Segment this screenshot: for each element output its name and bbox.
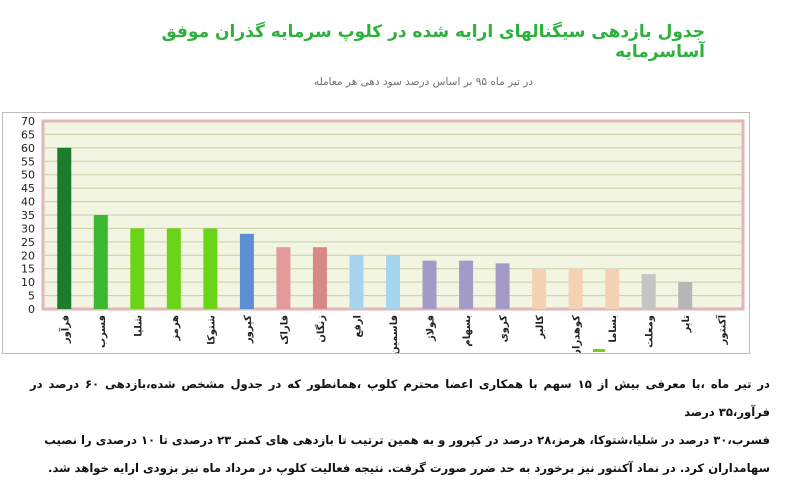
x-category-label: کوهدران — [572, 315, 583, 353]
y-tick-label: 60 — [21, 142, 35, 155]
description-line-3: سهامداران کرد. در نماد آکنتور نیز برخورد… — [48, 461, 770, 475]
y-tick-label: 70 — [21, 115, 35, 128]
chart-frame: 0 5 10 15 20 25 30 35 40 45 50 55 60 65 70 فرآور فسرب شلی… — [2, 112, 750, 354]
x-category-label: شلیا — [133, 315, 144, 337]
chart-subtitle: در تیر ماه ۹۵ بر اساس درصد سود دهی هر مع… — [313, 76, 533, 88]
bar-18 — [678, 282, 693, 309]
y-tick-label: 65 — [21, 128, 35, 141]
bar-15 — [568, 268, 583, 309]
x-category-label: کپرور — [243, 315, 254, 344]
x-category-label: ومعلت — [645, 315, 656, 348]
x-category-label: فولاژ — [426, 315, 437, 342]
bar-16 — [605, 268, 620, 309]
x-category-label: فسرب — [97, 315, 108, 348]
y-tick-label: 45 — [21, 182, 35, 195]
bar-13 — [495, 263, 510, 309]
description-line-1: در تیر ماه ،با معرفی بیش از ۱۵ سهم با هم… — [30, 377, 770, 419]
bar-17 — [641, 274, 656, 309]
x-category-label: فاراک — [279, 315, 290, 345]
bar-14 — [532, 268, 547, 309]
y-tick-label: 30 — [21, 222, 35, 235]
y-tick-label: 40 — [21, 196, 35, 209]
x-category-label: هرمز — [170, 315, 181, 342]
x-category-label: ارفع — [352, 315, 363, 338]
x-category-label: زنگان — [314, 315, 327, 343]
x-category-label: فرآور — [58, 315, 71, 344]
description-line-2: فسرب،۳۰ درصد در شلیا،شتوکا، هرمز،۲۸ درصد… — [44, 433, 770, 447]
x-category-label: شتوکا — [206, 315, 217, 345]
bar-1 — [57, 147, 72, 309]
y-tick-label: 50 — [21, 169, 35, 182]
legend-swatch — [593, 349, 605, 352]
x-category-label: کروی — [499, 315, 510, 343]
bar-12 — [459, 260, 474, 309]
x-category-label: فاسمین — [389, 315, 400, 353]
y-tick-label: 15 — [21, 263, 35, 276]
x-category-label: کالبر — [535, 315, 546, 340]
y-tick-label: 5 — [28, 290, 35, 303]
y-tick-label: 55 — [21, 155, 35, 168]
y-tick-label: 10 — [21, 276, 35, 289]
bar-3 — [130, 228, 145, 309]
y-tick-label: 20 — [21, 249, 35, 262]
bar-4 — [166, 228, 181, 309]
y-tick-label: 35 — [21, 209, 35, 222]
x-category-label: بسهام — [462, 315, 473, 347]
bar-7 — [276, 247, 291, 309]
x-category-label: بساما — [608, 315, 619, 343]
y-tick-label: 0 — [28, 303, 35, 316]
bar-5 — [203, 228, 218, 309]
bar-11 — [422, 260, 437, 309]
chart-title: جدول بازدهی سیگنالهای ارایه شده در کلوپ … — [161, 22, 705, 62]
bar-10 — [386, 255, 400, 309]
bar-8 — [312, 247, 327, 309]
bar-9 — [349, 255, 364, 309]
x-category-label: تاپر — [681, 315, 692, 334]
bar-6 — [239, 233, 254, 309]
x-category-label: آکنتور — [716, 314, 729, 345]
bar-2 — [93, 215, 108, 309]
description-text: در تیر ماه ،با معرفی بیش از ۱۵ سهم با هم… — [30, 370, 770, 482]
y-tick-label: 25 — [21, 236, 35, 249]
